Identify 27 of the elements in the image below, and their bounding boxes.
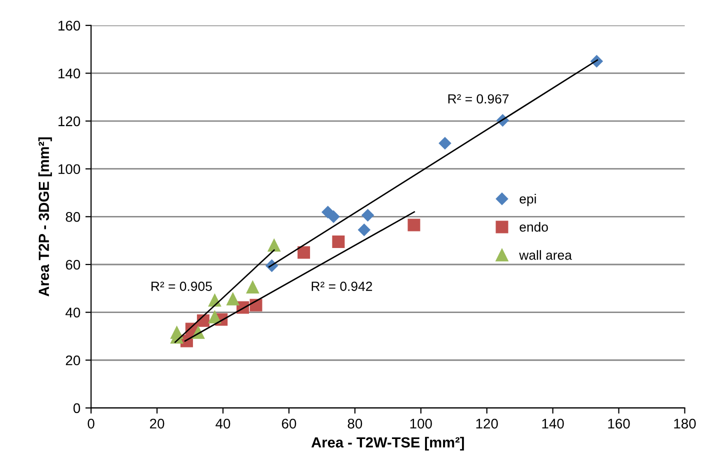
x-tick-label: 20 [150,418,164,429]
y-tick-label: 40 [66,308,80,318]
y-tick-label: 120 [58,116,80,126]
y-tick-label: 20 [66,355,80,366]
y-tick-label: 60 [66,260,80,270]
x-tick-label: 180 [674,418,696,429]
y-tick-label: 100 [58,164,80,174]
x-tick-label: 60 [282,418,296,429]
x-tick-label: 100 [410,418,432,429]
x-tick-label: 80 [348,418,362,429]
x-tick-label: 40 [216,418,230,429]
x-axis-title: Area - T2W-TSE [mm²] [311,436,464,450]
annotation: R² = 0.942 [312,282,372,291]
x-tick-label: 160 [608,418,630,429]
y-tick-label: 140 [58,68,80,78]
y-axis-title: Area T2P - 3DGE [mm²] [38,137,52,296]
y-tick-label: 0 [73,403,80,414]
legend-label: epi [520,194,536,206]
legend-label: wall area [519,250,572,260]
y-tick-label: 160 [58,20,80,31]
x-tick-label: 0 [88,418,94,429]
legend-label: endo [520,222,548,232]
x-tick-label: 120 [476,418,498,429]
annotation: R² = 0.905 [152,282,212,291]
annotation: R² = 0.967 [448,94,509,104]
x-tick-label: 140 [542,418,564,429]
y-tick-label: 80 [66,212,80,222]
